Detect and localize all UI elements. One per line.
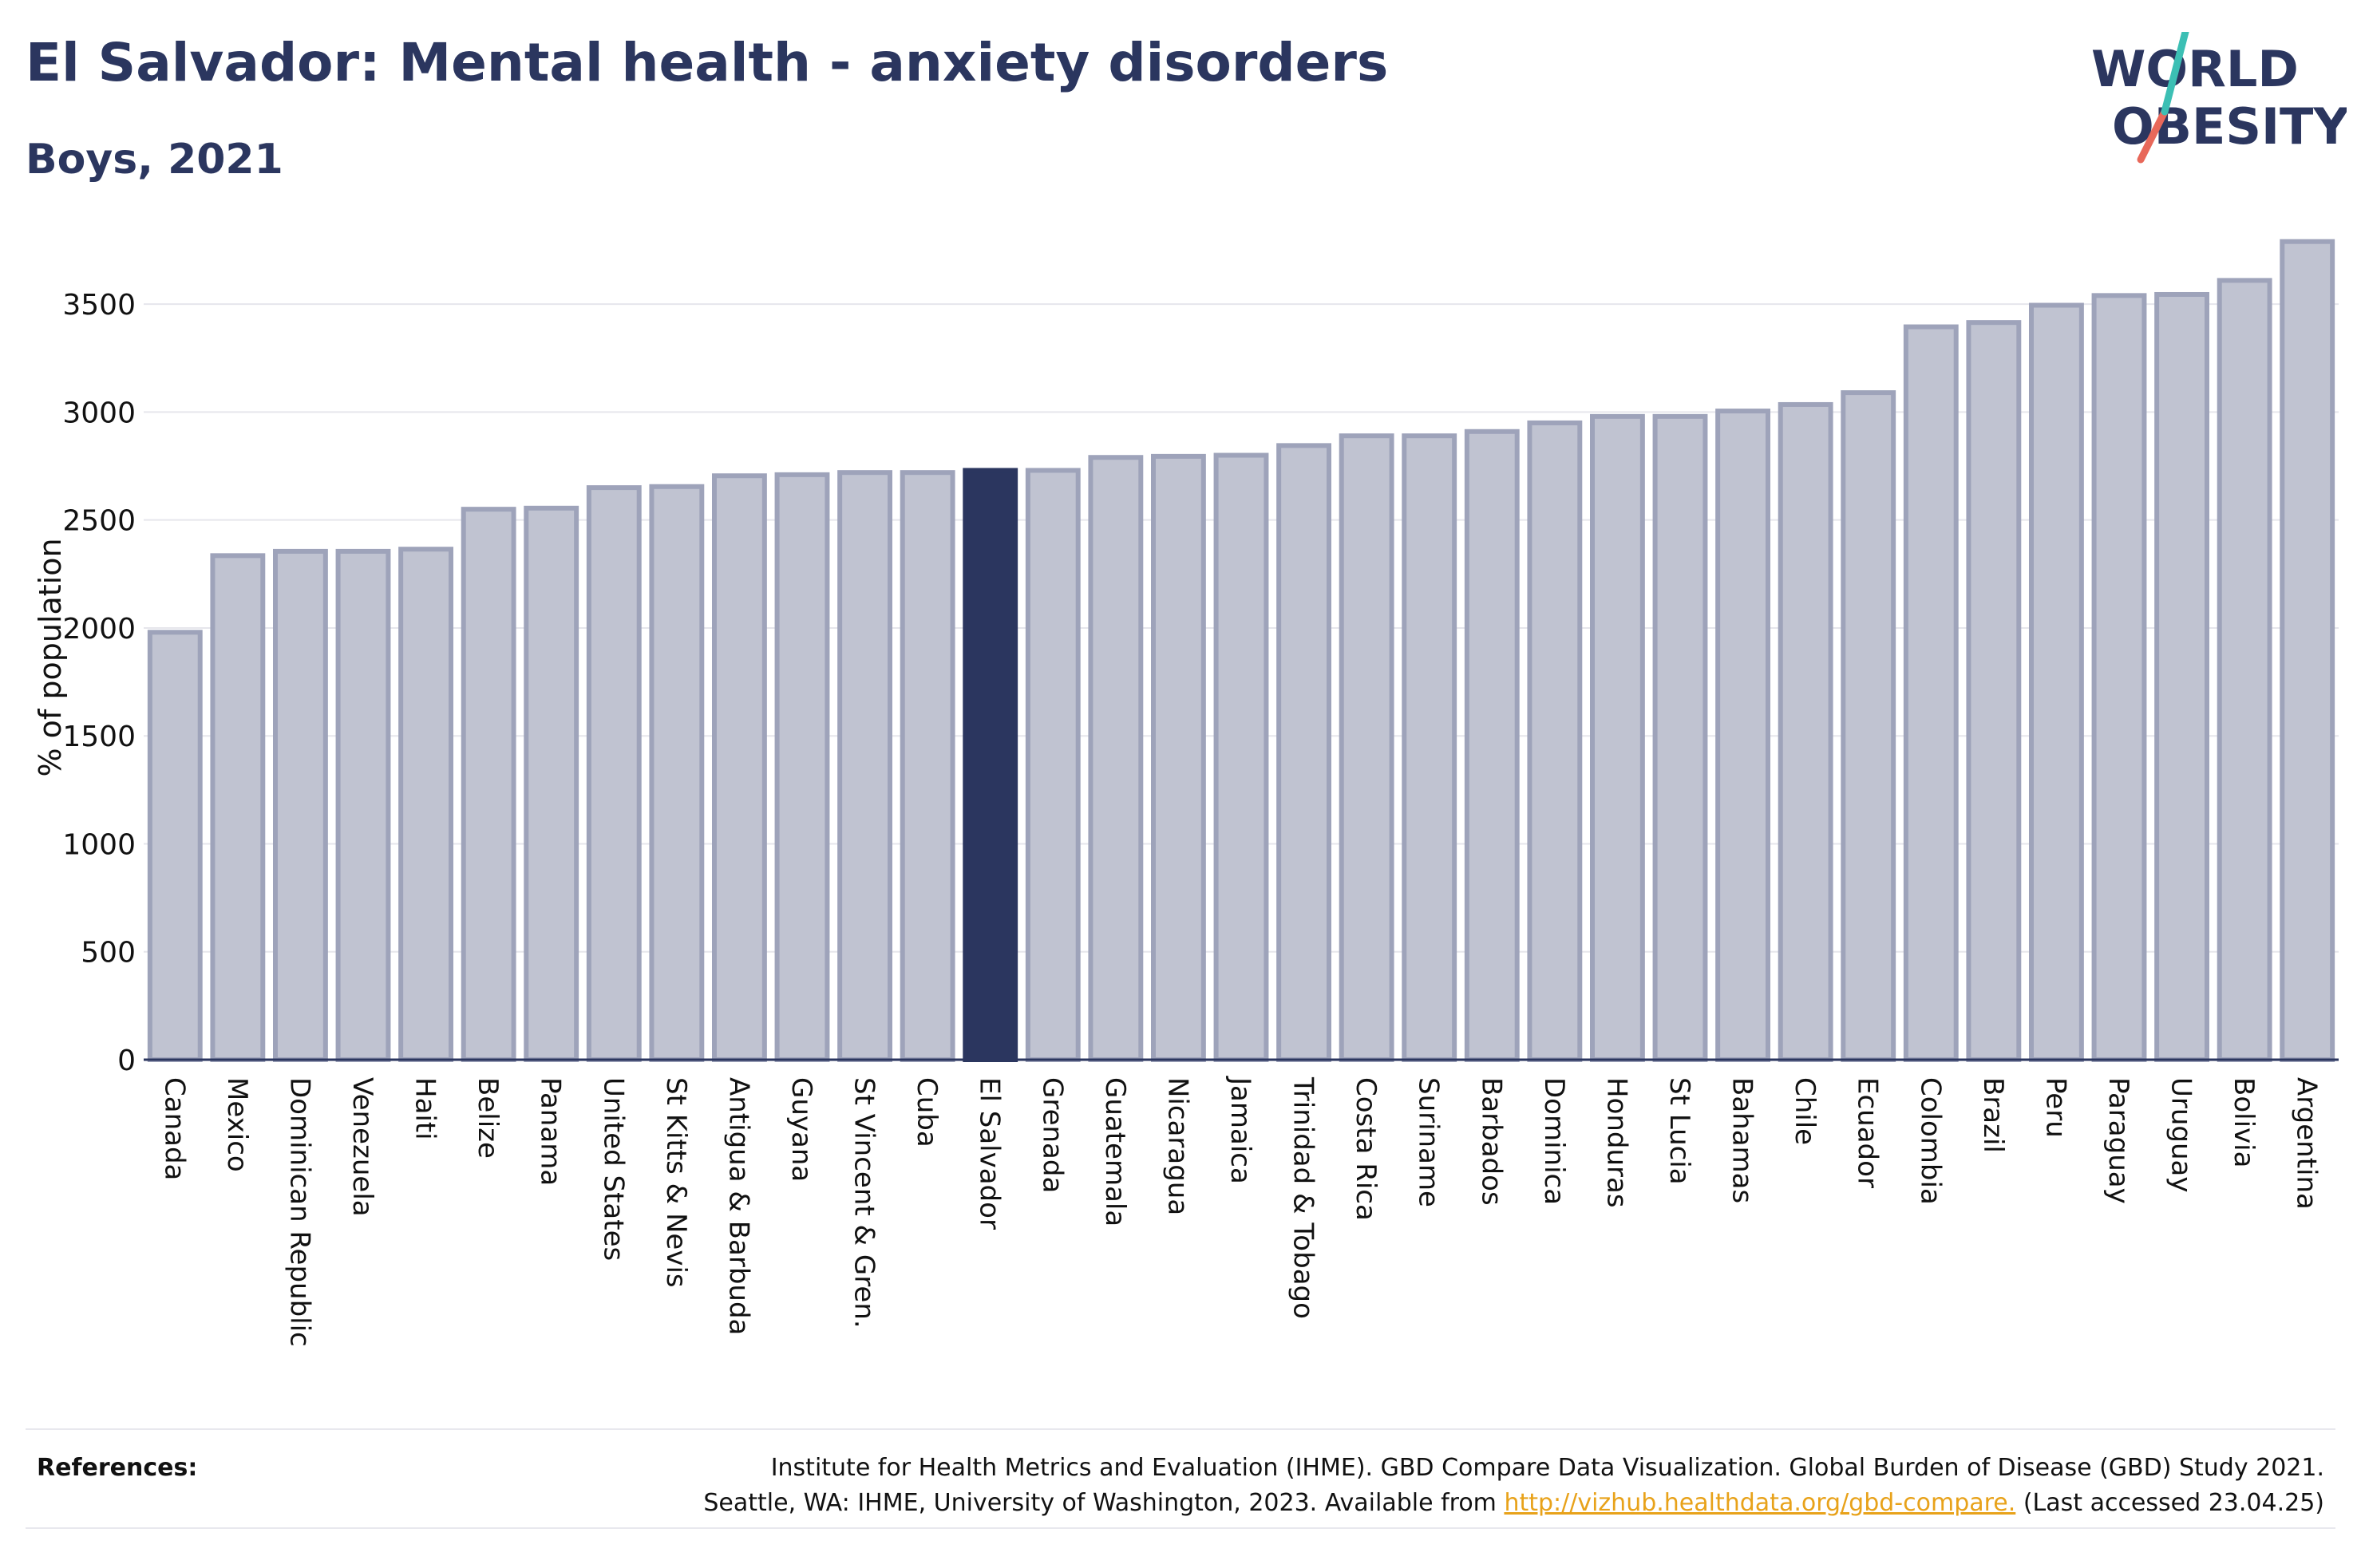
y-tick-label: 500 [81, 937, 136, 970]
chart-subtitle: Boys, 2021 [26, 136, 283, 184]
x-tick-label: Chile [1789, 1077, 1821, 1145]
y-tick-label: 3000 [62, 397, 136, 429]
x-tick-label: Venezuela [346, 1077, 378, 1217]
x-tick-label: St Kitts & Nevis [660, 1077, 692, 1288]
bar-cuba[interactable] [900, 470, 955, 1062]
x-tick-label: Colombia [1914, 1077, 1946, 1205]
world-obesity-logo: WORLD OBESITY [2091, 32, 2347, 164]
x-tick-label: Bahamas [1726, 1077, 1758, 1203]
x-tick-label: Canada [158, 1077, 190, 1180]
x-tick-label: Paraguay [2102, 1077, 2134, 1204]
y-tick-label: 1500 [62, 721, 136, 753]
bar-brazil[interactable] [1966, 320, 2022, 1062]
bar-peru[interactable] [2029, 302, 2084, 1063]
y-tick-label: 0 [117, 1045, 136, 1077]
bar-bolivia[interactable] [2217, 278, 2272, 1062]
x-tick-label: Mexico [221, 1077, 253, 1172]
x-tick-label: Uruguay [2165, 1077, 2197, 1193]
x-tick-label: Peru [2039, 1077, 2071, 1138]
y-tick-label: 2500 [62, 505, 136, 538]
bar-panama[interactable] [524, 505, 579, 1062]
x-tick-label: Brazil [1977, 1077, 2009, 1153]
bar-bahamas[interactable] [1715, 409, 1770, 1062]
bar-ecuador[interactable] [1841, 390, 1896, 1062]
bar-costa-rica[interactable] [1339, 433, 1394, 1062]
bar-dominican-republic[interactable] [273, 548, 328, 1062]
x-tick-label: Guyana [785, 1077, 817, 1182]
x-tick-label: Grenada [1036, 1077, 1068, 1193]
y-tick-label: 2000 [62, 613, 136, 646]
bar-paraguay[interactable] [2091, 293, 2147, 1062]
reference-line-2-prefix: Seattle, WA: IHME, University of Washing… [703, 1489, 1505, 1517]
svg-text:WORLD: WORLD [2091, 40, 2299, 98]
bars [147, 239, 2335, 1063]
bar-mexico[interactable] [210, 553, 266, 1062]
x-tick-label: Dominica [1538, 1077, 1570, 1205]
x-tick-label: St Lucia [1663, 1077, 1695, 1185]
bar-guatemala[interactable] [1088, 455, 1144, 1062]
bar-antigua-barbuda[interactable] [712, 473, 767, 1062]
y-axis-label: % of population [33, 538, 68, 776]
x-tick-label: Panama [535, 1077, 567, 1186]
x-tick-label: Bolivia [2228, 1077, 2260, 1167]
x-tick-label: Suriname [1413, 1077, 1445, 1207]
bar-barbados[interactable] [1464, 429, 1520, 1062]
x-tick-label: Trinidad & Tobago [1287, 1076, 1319, 1319]
references-label: References: [37, 1454, 198, 1482]
bar-uruguay[interactable] [2154, 291, 2209, 1063]
bar-belize[interactable] [461, 507, 516, 1062]
bar-canada[interactable] [147, 630, 203, 1062]
reference-line-1: Institute for Health Metrics and Evaluat… [770, 1454, 2324, 1482]
bar-trinidad-tobago[interactable] [1276, 443, 1331, 1062]
bar-suriname[interactable] [1402, 433, 1457, 1062]
y-tick-label: 1000 [62, 828, 136, 861]
bar-united-states[interactable] [586, 485, 642, 1062]
bar-guyana[interactable] [774, 472, 830, 1062]
bar-argentina[interactable] [2280, 239, 2335, 1062]
x-tick-label: St Vincent & Gren. [848, 1077, 880, 1329]
x-tick-label: El Salvador [974, 1077, 1006, 1230]
x-tick-label: Honduras [1600, 1077, 1632, 1208]
axes: 0 500 1000 1500 2000 2500 3000 3500 Canada Mexico… [62, 289, 2339, 1347]
references-text: Institute for Health Metrics and Evaluat… [703, 1451, 2324, 1521]
bar-st-kitts-nevis[interactable] [649, 484, 705, 1062]
x-tick-label: Belize [472, 1077, 504, 1159]
bar-chart: 0 500 1000 1500 2000 2500 3000 3500 Canada Mexico… [33, 239, 2339, 1347]
y-tick-label: 3500 [62, 289, 136, 322]
x-tick-label: Nicaragua [1161, 1077, 1193, 1215]
x-tick-label: Costa Rica [1350, 1077, 1382, 1221]
bar-grenada[interactable] [1025, 468, 1081, 1062]
x-tick-label: United States [597, 1077, 629, 1261]
bar-venezuela[interactable] [335, 548, 391, 1062]
bar-st-vincent-gren-[interactable] [837, 470, 892, 1062]
x-tick-label: Guatemala [1099, 1077, 1131, 1226]
x-tick-label: Antigua & Barbuda [722, 1077, 754, 1335]
x-tick-label: Argentina [2291, 1077, 2323, 1210]
x-tick-label: Dominican Republic [283, 1077, 315, 1347]
reference-link[interactable]: http://vizhub.healthdata.org/gbd-compare… [1504, 1489, 2016, 1517]
references-section: References: Institute for Health Metrics… [26, 1428, 2335, 1529]
bar-colombia[interactable] [1903, 324, 1959, 1062]
reference-line-2-suffix: (Last accessed 23.04.25) [2015, 1489, 2324, 1517]
x-tick-label: Jamaica [1224, 1076, 1256, 1184]
bar-haiti[interactable] [398, 547, 453, 1062]
bar-dominica[interactable] [1527, 420, 1583, 1062]
bar-honduras[interactable] [1590, 413, 1645, 1062]
bar-st-lucia[interactable] [1652, 413, 1708, 1062]
bar-jamaica[interactable] [1213, 452, 1269, 1062]
bar-nicaragua[interactable] [1151, 453, 1206, 1062]
bar-chile[interactable] [1778, 401, 1833, 1062]
x-tick-label: Ecuador [1852, 1077, 1884, 1188]
bar-el-salvador[interactable] [963, 468, 1018, 1062]
x-tick-label: Haiti [409, 1077, 441, 1140]
x-tick-label: Barbados [1475, 1077, 1507, 1206]
x-tick-label: Cuba [911, 1077, 943, 1147]
chart-title: El Salvador: Mental health - anxiety dis… [26, 32, 1389, 93]
